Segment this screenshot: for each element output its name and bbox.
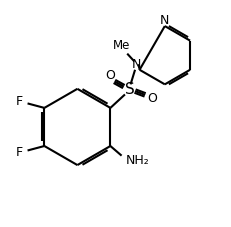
Text: F: F bbox=[16, 146, 23, 159]
Text: N: N bbox=[160, 14, 170, 27]
Text: F: F bbox=[16, 95, 23, 108]
Text: O: O bbox=[106, 69, 115, 82]
Text: O: O bbox=[147, 92, 157, 105]
Text: S: S bbox=[125, 82, 134, 97]
Text: NH₂: NH₂ bbox=[126, 154, 150, 167]
Text: N: N bbox=[131, 58, 141, 71]
Text: Me: Me bbox=[113, 39, 130, 52]
